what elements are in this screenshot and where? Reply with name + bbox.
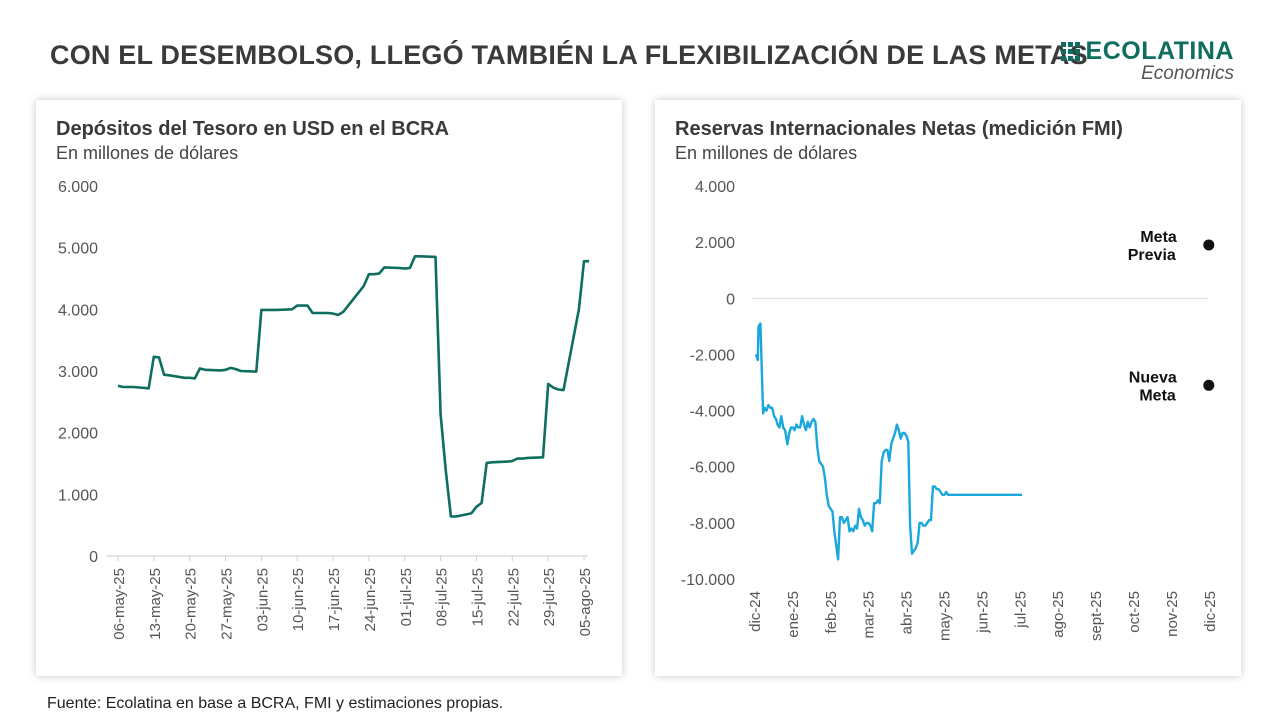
logo-subtitle: Economics xyxy=(1141,63,1234,84)
x-tick-label: 08-jul-25 xyxy=(434,568,451,626)
x-tick-label: 01-jul-25 xyxy=(398,568,415,626)
target-label: Nueva Meta xyxy=(1129,369,1177,404)
treasury-deposits-panel: Depósitos del Tesoro en USD en el BCRA E… xyxy=(36,100,622,676)
x-tick-label: feb-25 xyxy=(823,591,840,634)
x-tick-label: oct-25 xyxy=(1126,591,1143,633)
x-tick-label: 17-jun-25 xyxy=(326,568,343,631)
x-tick-label: 10-jun-25 xyxy=(290,568,307,631)
x-tick-label: 27-may-25 xyxy=(219,568,236,640)
logo-name: ECOLATINA xyxy=(1085,37,1234,65)
target-label-line: Nueva xyxy=(1129,369,1177,386)
y-tick-label: 1.000 xyxy=(58,487,98,504)
y-tick-label: 2.000 xyxy=(695,235,735,252)
x-tick-label: abr-25 xyxy=(899,591,916,634)
x-tick-label: 05-ago-25 xyxy=(577,568,594,636)
chart-subtitle: En millones de dólares xyxy=(56,143,239,163)
y-tick-label: 0 xyxy=(89,549,98,566)
x-tick-label: sept-25 xyxy=(1088,591,1105,641)
target-label-line: Meta xyxy=(1139,387,1176,404)
series-line xyxy=(117,255,590,518)
x-tick-label: 03-jun-25 xyxy=(254,568,271,631)
x-tick-label: dic-24 xyxy=(747,591,764,632)
y-tick-label: -10.000 xyxy=(681,572,735,589)
target-label-line: Meta xyxy=(1140,229,1177,246)
treasury-deposits-chart: 0 1.000 2.000 3.000 4.000 5.000 6.000 06-may-25… xyxy=(58,179,594,640)
target-label: Meta Previa xyxy=(1128,229,1177,264)
x-tick-label: jul-25 xyxy=(1012,591,1029,629)
y-tick-label: 0 xyxy=(726,291,735,308)
x-tick-label: 22-jul-25 xyxy=(505,568,522,626)
y-tick-label: -4.000 xyxy=(690,404,735,421)
x-tick-label: 20-may-25 xyxy=(183,568,200,640)
target-marker xyxy=(1203,239,1215,251)
y-tick-label: 6.000 xyxy=(58,179,98,196)
page-title: CON EL DESEMBOLSO, LLEGÓ TAMBIÉN LA FLEX… xyxy=(50,40,1088,70)
x-tick-label: dic-25 xyxy=(1202,591,1219,632)
series-line xyxy=(754,322,1022,561)
logo-mark-icon xyxy=(1060,41,1080,61)
target-label-line: Previa xyxy=(1128,247,1176,264)
y-tick-label: 3.000 xyxy=(58,364,98,381)
chart-title: Reservas Internacionales Netas (medición… xyxy=(675,118,1123,140)
x-tick-label: 15-jul-25 xyxy=(469,568,486,626)
y-tick-label: 5.000 xyxy=(58,241,98,258)
chart-subtitle: En millones de dólares xyxy=(675,143,858,163)
y-tick-label: -6.000 xyxy=(690,460,735,477)
net-reserves-chart: -10.000 -8.000 -6.000 -4.000 -2.000 0 2.000 4.0… xyxy=(681,179,1219,641)
chart-title: Depósitos del Tesoro en USD en el BCRA xyxy=(56,118,450,140)
x-tick-label: 24-jun-25 xyxy=(362,568,379,631)
source-note: Fuente: Ecolatina en base a BCRA, FMI y … xyxy=(47,695,504,712)
net-reserves-panel: Reservas Internacionales Netas (medición… xyxy=(655,100,1241,676)
x-tick-label: 06-may-25 xyxy=(111,568,128,640)
y-tick-label: 2.000 xyxy=(58,426,98,443)
ecolatina-logo: ECOLATINA Economics xyxy=(1060,37,1234,85)
y-tick-label: 4.000 xyxy=(695,179,735,196)
x-tick-label: may-25 xyxy=(937,591,954,641)
y-tick-label: -8.000 xyxy=(690,516,735,533)
y-tick-label: -2.000 xyxy=(690,347,735,364)
x-tick-label: jun-25 xyxy=(974,591,991,634)
x-tick-label: ene-25 xyxy=(785,591,802,638)
x-tick-label: ago-25 xyxy=(1050,591,1067,638)
x-tick-label: nov-25 xyxy=(1164,591,1181,637)
x-tick-label: 29-jul-25 xyxy=(541,568,558,626)
x-tick-label: mar-25 xyxy=(861,591,878,639)
y-tick-label: 4.000 xyxy=(58,302,98,319)
target-marker xyxy=(1203,379,1215,391)
x-tick-label: 13-may-25 xyxy=(147,568,164,640)
